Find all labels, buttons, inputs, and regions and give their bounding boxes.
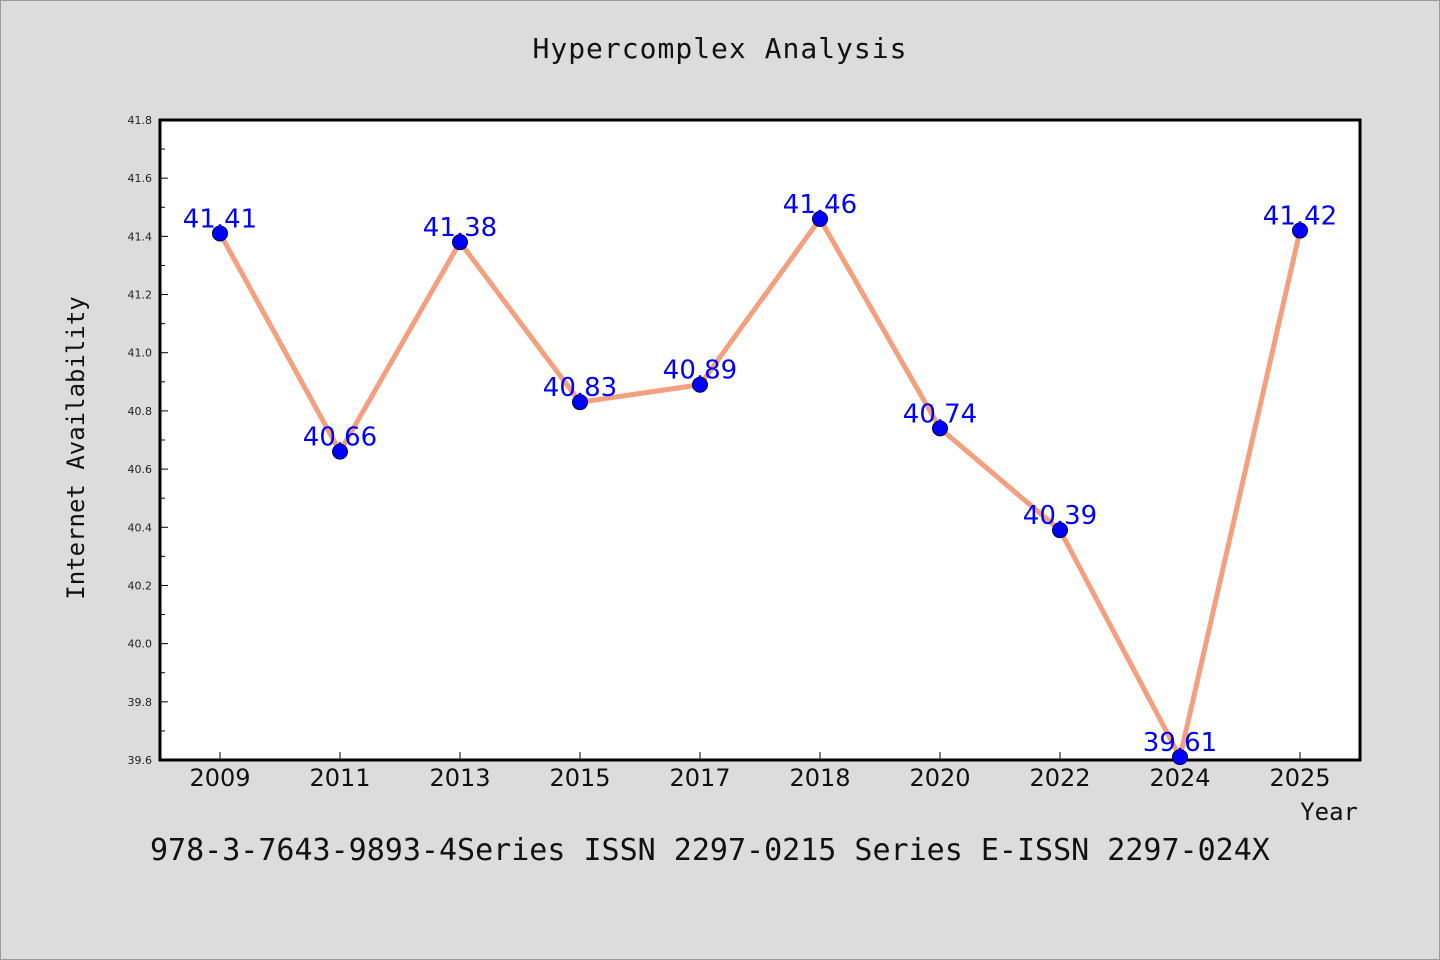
y-tick-label: 41.2 xyxy=(128,289,153,302)
x-tick-label: 2025 xyxy=(1269,764,1330,792)
x-tick-label: 2013 xyxy=(429,764,490,792)
data-point-label: 41.41 xyxy=(183,204,257,234)
data-point-marker xyxy=(932,420,948,437)
y-axis-label: Internet Availability xyxy=(62,296,90,599)
data-point-label: 40.66 xyxy=(303,423,377,453)
data-point-marker xyxy=(572,394,588,411)
data-point-marker xyxy=(452,234,468,251)
data-point-label: 41.38 xyxy=(423,213,497,243)
x-axis-ticks: 2009 2011 2013 2015 2017 2018 2020 2022 2024 2025 xyxy=(189,752,1331,792)
data-point-marker xyxy=(812,210,828,227)
y-tick-label: 40.4 xyxy=(128,521,153,534)
series-layer xyxy=(212,210,1308,766)
y-tick-label: 39.8 xyxy=(128,696,153,709)
x-tick-label: 2020 xyxy=(909,764,970,792)
footer-isbn-note: 978-3-7643-9893-4Series ISSN 2297-0215 S… xyxy=(150,833,1270,868)
data-point-marker xyxy=(1172,749,1188,766)
data-point-marker xyxy=(1052,522,1068,539)
data-point-label: 40.74 xyxy=(903,399,977,429)
data-labels-layer: 41.41 40.66 41.38 40.83 40.89 41.46 40.74 40.39… xyxy=(183,190,1337,758)
data-point-marker xyxy=(1292,222,1308,239)
x-tick-label: 2022 xyxy=(1029,764,1090,792)
y-tick-label: 39.6 xyxy=(128,754,153,767)
x-tick-label: 2024 xyxy=(1149,764,1210,792)
x-tick-label: 2017 xyxy=(669,764,730,792)
data-point-label: 39.61 xyxy=(1143,728,1217,758)
data-point-marker xyxy=(212,225,228,242)
y-tick-label: 40.8 xyxy=(128,405,153,418)
data-point-marker xyxy=(332,443,348,460)
y-tick-label: 41.0 xyxy=(128,347,153,360)
data-point-label: 41.42 xyxy=(1263,202,1337,232)
plot-area xyxy=(158,118,1362,762)
y-tick-label: 40.6 xyxy=(128,463,153,476)
chart-title: Hypercomplex Analysis xyxy=(532,32,908,65)
data-point-label: 40.83 xyxy=(543,373,617,403)
y-tick-label: 40.2 xyxy=(128,579,153,592)
y-tick-label: 40.0 xyxy=(128,638,153,651)
x-tick-label: 2009 xyxy=(189,764,250,792)
x-axis-label: Year xyxy=(1300,798,1358,826)
series-line xyxy=(217,216,1303,760)
data-point-marker xyxy=(692,376,708,393)
y-tick-label: 41.6 xyxy=(128,172,153,185)
data-point-label: 40.39 xyxy=(1023,501,1097,531)
y-tick-label: 41.4 xyxy=(128,230,153,243)
x-tick-label: 2011 xyxy=(309,764,370,792)
x-tick-label: 2015 xyxy=(549,764,610,792)
y-tick-label: 41.8 xyxy=(128,114,153,127)
data-point-label: 41.46 xyxy=(783,190,857,220)
y-axis-ticks: 39.6 39.8 40.0 40.2 40.4 40.6 40.8 41.0 41.2 41.4… xyxy=(128,114,168,767)
data-point-label: 40.89 xyxy=(663,356,737,386)
x-tick-label: 2018 xyxy=(789,764,850,792)
